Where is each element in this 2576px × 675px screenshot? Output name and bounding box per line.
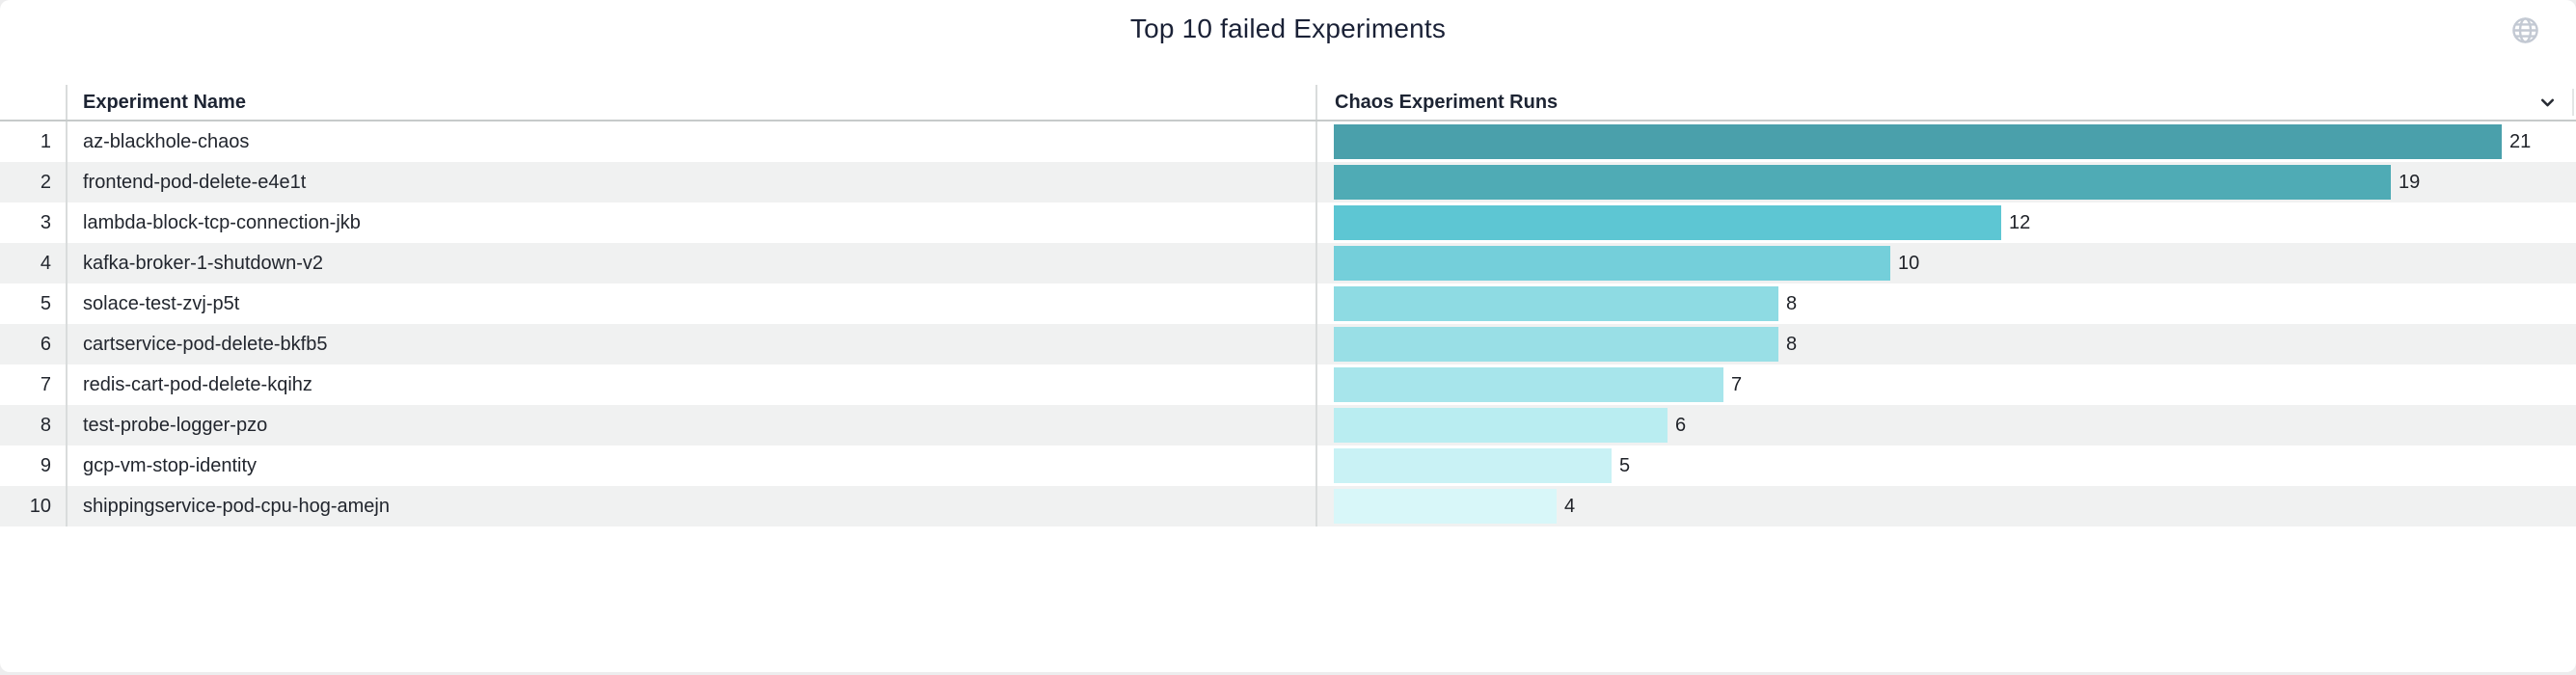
row-rank: 4 <box>0 243 68 284</box>
bar-value-label: 8 <box>1786 334 1798 355</box>
table-row[interactable]: 4 kafka-broker-1-shutdown-v2 10 <box>0 243 2576 284</box>
bar <box>1334 286 1778 321</box>
row-bar-cell: 19 <box>1317 162 2576 202</box>
table-row[interactable]: 8 test-probe-logger-pzo 6 <box>0 405 2576 446</box>
table-row[interactable]: 10 shippingservice-pod-cpu-hog-amejn 4 <box>0 486 2576 526</box>
rank-column-header <box>0 85 68 120</box>
row-bar-cell: 7 <box>1317 364 2576 405</box>
table-row[interactable]: 1 az-blackhole-chaos 21 <box>0 122 2576 162</box>
row-name: test-probe-logger-pzo <box>68 405 1317 446</box>
row-bar-cell: 8 <box>1317 324 2576 364</box>
row-name: az-blackhole-chaos <box>68 122 1317 162</box>
bar-value-label: 6 <box>1675 415 1687 436</box>
table-row[interactable]: 9 gcp-vm-stop-identity 5 <box>0 446 2576 486</box>
table-row[interactable]: 2 frontend-pod-delete-e4e1t 19 <box>0 162 2576 202</box>
bar <box>1334 489 1557 524</box>
row-bar-cell: 8 <box>1317 284 2576 324</box>
row-bar-cell: 12 <box>1317 202 2576 243</box>
bar <box>1334 205 2001 240</box>
row-bar-cell: 6 <box>1317 405 2576 446</box>
row-name: gcp-vm-stop-identity <box>68 446 1317 486</box>
row-bar-cell: 4 <box>1317 486 2576 526</box>
experiment-name-column-header[interactable]: Experiment Name <box>68 85 1317 120</box>
chart-title: Top 10 failed Experiments <box>1129 14 1447 43</box>
table-row[interactable]: 7 redis-cart-pod-delete-kqihz 7 <box>0 364 2576 405</box>
table-row[interactable]: 6 cartservice-pod-delete-bkfb5 8 <box>0 324 2576 364</box>
bar <box>1334 448 1612 483</box>
row-rank: 7 <box>0 364 68 405</box>
row-name: redis-cart-pod-delete-kqihz <box>68 364 1317 405</box>
row-bar-cell: 21 <box>1317 122 2576 162</box>
row-rank: 2 <box>0 162 68 202</box>
bar <box>1334 327 1778 362</box>
row-name: kafka-broker-1-shutdown-v2 <box>68 243 1317 284</box>
bar-value-label: 7 <box>1731 374 1743 395</box>
row-name: shippingservice-pod-cpu-hog-amejn <box>68 486 1317 526</box>
row-name: solace-test-zvj-p5t <box>68 284 1317 324</box>
bar <box>1334 367 1723 402</box>
row-name: lambda-block-tcp-connection-jkb <box>68 202 1317 243</box>
chevron-down-icon[interactable] <box>2538 94 2557 112</box>
bar <box>1334 124 2502 159</box>
row-bar-cell: 5 <box>1317 446 2576 486</box>
bar-value-label: 12 <box>2009 212 2031 233</box>
bar-value-label: 10 <box>1898 253 1920 274</box>
bar <box>1334 408 1668 443</box>
row-rank: 8 <box>0 405 68 446</box>
row-rank: 9 <box>0 446 68 486</box>
experiment-runs-column-label: Chaos Experiment Runs <box>1335 92 1559 113</box>
table-row[interactable]: 3 lambda-block-tcp-connection-jkb 12 <box>0 202 2576 243</box>
bar-value-label: 21 <box>2509 131 2532 152</box>
row-rank: 1 <box>0 122 68 162</box>
chart-header: Top 10 failed Experiments <box>0 0 2576 85</box>
bar <box>1334 165 2391 200</box>
bar-value-label: 8 <box>1786 293 1798 314</box>
row-bar-cell: 10 <box>1317 243 2576 284</box>
row-rank: 6 <box>0 324 68 364</box>
row-rank: 10 <box>0 486 68 526</box>
row-rank: 5 <box>0 284 68 324</box>
row-name: frontend-pod-delete-e4e1t <box>68 162 1317 202</box>
header-end-divider <box>2572 89 2574 116</box>
bar <box>1334 246 1890 281</box>
row-rank: 3 <box>0 202 68 243</box>
globe-icon <box>2512 17 2538 43</box>
experiment-runs-column-header[interactable]: Chaos Experiment Runs <box>1317 85 2576 120</box>
table-body: 1 az-blackhole-chaos 21 2 frontend-pod-d… <box>0 122 2576 526</box>
table-header-row: Experiment Name Chaos Experiment Runs <box>0 85 2576 122</box>
bar-value-label: 4 <box>1564 496 1576 517</box>
table-row[interactable]: 5 solace-test-zvj-p5t 8 <box>0 284 2576 324</box>
bar-value-label: 5 <box>1619 455 1631 476</box>
bar-value-label: 19 <box>2399 172 2421 193</box>
row-name: cartservice-pod-delete-bkfb5 <box>68 324 1317 364</box>
